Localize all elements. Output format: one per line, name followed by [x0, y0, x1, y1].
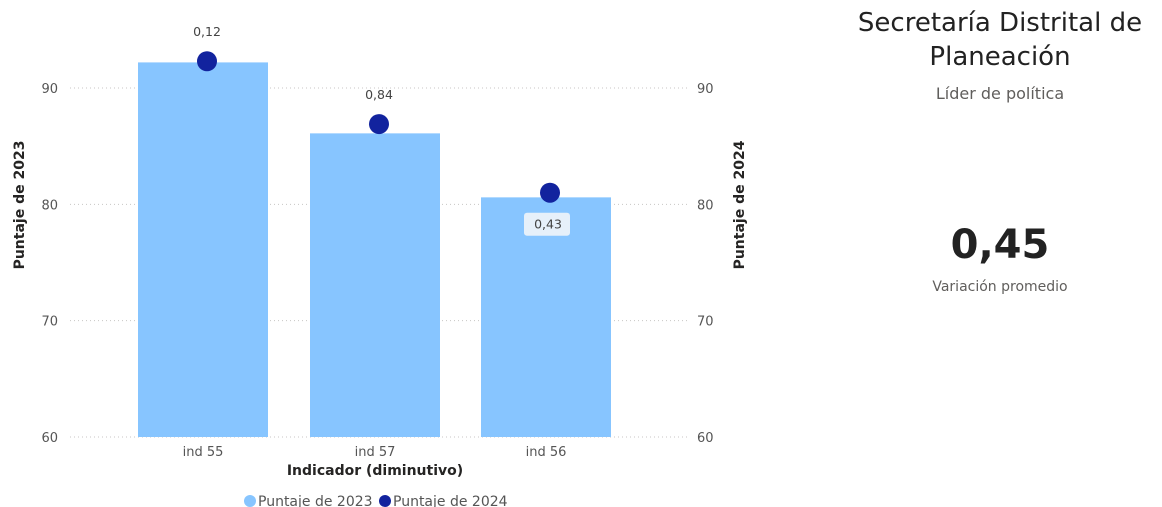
x-tick-label: ind 55: [183, 445, 224, 460]
kpi-card: Secretaría Distrital de Planeación Líder…: [830, 0, 1162, 507]
left-tick-label: 90: [41, 82, 58, 97]
dot-marker: [540, 183, 560, 203]
right-axis-ticks: 60 70 80 90: [697, 82, 714, 446]
legend-swatch-2024: [379, 495, 391, 507]
right-axis-title: Puntaje de 2024: [732, 140, 748, 269]
x-tick-label: ind 57: [355, 445, 396, 460]
left-tick-label: 60: [41, 431, 58, 446]
legend-swatch-2023: [244, 495, 256, 507]
right-tick-label: 80: [697, 198, 714, 213]
data-label: 0,12: [193, 24, 221, 39]
right-tick-label: 60: [697, 431, 714, 446]
card-subtitle: Líder de política: [830, 84, 1162, 103]
left-axis-ticks: 60 70 80 90: [41, 82, 58, 446]
card-title: Secretaría Distrital de Planeación: [830, 6, 1162, 74]
bar: [138, 62, 268, 437]
legend: Puntaje de 2023 Puntaje de 2024: [244, 494, 508, 507]
x-axis-ticks: ind 55 ind 57 ind 56: [183, 445, 567, 460]
dot-marker: [197, 51, 217, 71]
data-label: 0,84: [365, 87, 393, 102]
dot-marker: [369, 114, 389, 134]
kpi-value: 0,45: [830, 222, 1162, 268]
x-axis-title: Indicador (diminutivo): [287, 463, 463, 479]
bar: [310, 133, 440, 437]
left-tick-label: 80: [41, 198, 58, 213]
data-label: 0,43: [534, 217, 562, 232]
legend-label-2023: Puntaje de 2023: [258, 494, 373, 507]
legend-label-2024: Puntaje de 2024: [393, 494, 508, 507]
left-axis-title: Puntaje de 2023: [12, 141, 28, 270]
right-tick-label: 90: [697, 82, 714, 97]
x-tick-label: ind 56: [526, 445, 567, 460]
right-tick-label: 70: [697, 315, 714, 330]
kpi-label: Variación promedio: [830, 279, 1162, 295]
left-tick-label: 70: [41, 315, 58, 330]
